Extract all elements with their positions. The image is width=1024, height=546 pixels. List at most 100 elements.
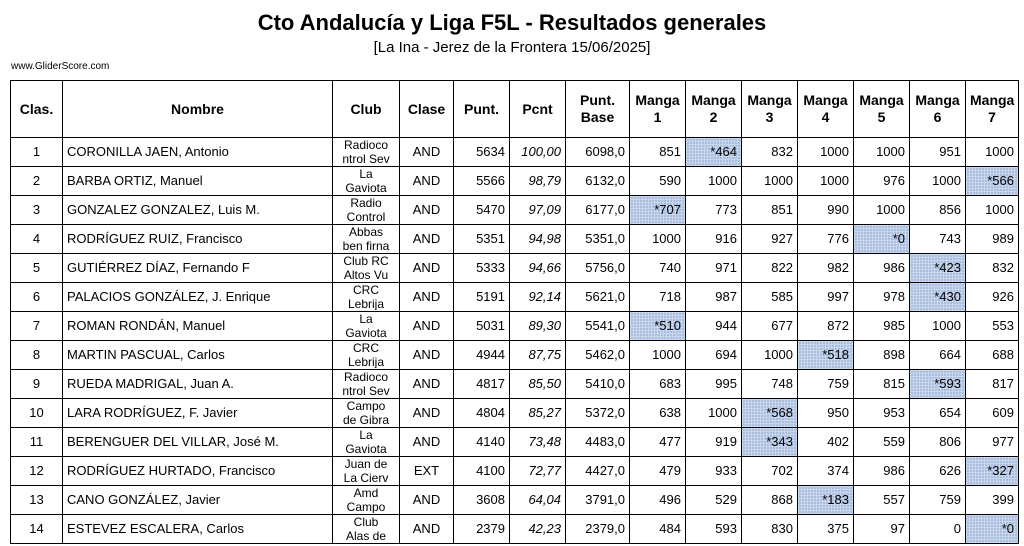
round-score-cell: 832 bbox=[965, 253, 1019, 283]
site-link[interactable]: www.GliderScore.com bbox=[11, 61, 110, 72]
class-cell: AND bbox=[399, 282, 454, 312]
round-score-cell: 399 bbox=[965, 485, 1019, 515]
club-name-line2: Control bbox=[346, 210, 386, 223]
pilot-name-cell: RODRÍGUEZ RUIZ, Francisco bbox=[62, 224, 333, 254]
round-score-cell: 638 bbox=[629, 398, 686, 428]
round-score-cell: 740 bbox=[629, 253, 686, 283]
round-score-cell: 694 bbox=[685, 340, 742, 370]
club-name-line2: Altos Vu bbox=[343, 268, 389, 281]
rank-cell: 2 bbox=[10, 166, 63, 196]
manga-label: Manga bbox=[970, 92, 1015, 108]
class-cell: AND bbox=[399, 253, 454, 283]
club-name-line1: CRC bbox=[353, 284, 379, 297]
round-score-cell: 559 bbox=[853, 427, 910, 457]
rank-cell: 1 bbox=[10, 137, 63, 167]
club-name: La Gaviota bbox=[337, 429, 395, 455]
percent-cell: 100,00 bbox=[509, 137, 566, 167]
col-header-clas: Clas. bbox=[10, 80, 63, 138]
round-score-cell: 951 bbox=[909, 137, 966, 167]
round-score-cell: 986 bbox=[853, 456, 910, 486]
manga-label: Manga bbox=[803, 92, 848, 108]
round-score-cell: 1000 bbox=[965, 137, 1019, 167]
manga-number: 2 bbox=[709, 109, 718, 125]
club-name: CRC Lebrija bbox=[337, 284, 395, 310]
round-score-cell: 654 bbox=[909, 398, 966, 428]
round-score-cell: 743 bbox=[909, 224, 966, 254]
percent-cell: 42,23 bbox=[509, 514, 566, 544]
percent-cell: 85,50 bbox=[509, 369, 566, 399]
club-name-line1: Amd bbox=[353, 487, 379, 500]
club-cell: Club RC Altos Vu bbox=[332, 253, 400, 283]
col-header-clase: Clase bbox=[399, 80, 454, 138]
round-score-cell: 479 bbox=[629, 456, 686, 486]
manga-label: Manga bbox=[691, 92, 736, 108]
club-name-line2: La Cierv bbox=[343, 471, 389, 484]
round-score-cell: 683 bbox=[629, 369, 686, 399]
base-points-cell: 5372,0 bbox=[565, 398, 630, 428]
round-score-cell: 971 bbox=[685, 253, 742, 283]
pilot-name-cell: BARBA ORTIZ, Manuel bbox=[62, 166, 333, 196]
pilot-name-cell: ROMAN RONDÁN, Manuel bbox=[62, 311, 333, 341]
round-score-cell: 851 bbox=[741, 195, 798, 225]
club-name-line1: Radio bbox=[350, 197, 382, 210]
col-header-manga-7: Manga 7 bbox=[965, 80, 1019, 138]
percent-cell: 85,27 bbox=[509, 398, 566, 428]
round-score-cell: 626 bbox=[909, 456, 966, 486]
base-points-cell: 5756,0 bbox=[565, 253, 630, 283]
round-score-cell: 609 bbox=[965, 398, 1019, 428]
round-score-cell: 1000 bbox=[629, 340, 686, 370]
class-cell: AND bbox=[399, 166, 454, 196]
round-score-cell: 926 bbox=[965, 282, 1019, 312]
club-name: Radioco ntrol Sev bbox=[337, 139, 395, 165]
round-score-cell: 477 bbox=[629, 427, 686, 457]
header-row: Clas. Nombre Club Clase Punt. Pcnt Punt.… bbox=[10, 80, 1019, 138]
pilot-name-cell: ESTEVEZ ESCALERA, Carlos bbox=[62, 514, 333, 544]
club-name-line1: Club RC bbox=[343, 255, 389, 268]
punt-base-line1: Punt. bbox=[580, 92, 615, 108]
round-score-cell: 759 bbox=[797, 369, 854, 399]
results-body: 1 CORONILLA JAEN, Antonio Radioco ntrol Sev… bbox=[10, 137, 1019, 544]
round-score-cell: 1000 bbox=[629, 224, 686, 254]
base-points-cell: 5541,0 bbox=[565, 311, 630, 341]
class-cell: AND bbox=[399, 398, 454, 428]
round-score-cell: 851 bbox=[629, 137, 686, 167]
points-cell: 5191 bbox=[453, 282, 510, 312]
discarded-score-cell: *430 bbox=[909, 282, 966, 312]
round-score-cell: 1000 bbox=[853, 195, 910, 225]
pilot-name-cell: CORONILLA JAEN, Antonio bbox=[62, 137, 333, 167]
club-cell: Radio Control bbox=[332, 195, 400, 225]
round-score-cell: 593 bbox=[685, 514, 742, 544]
points-cell: 5333 bbox=[453, 253, 510, 283]
round-score-cell: 1000 bbox=[965, 195, 1019, 225]
round-score-cell: 985 bbox=[853, 311, 910, 341]
round-score-cell: 585 bbox=[741, 282, 798, 312]
round-score-cell: 997 bbox=[797, 282, 854, 312]
club-name-line1: Juan de bbox=[344, 458, 388, 471]
points-cell: 4804 bbox=[453, 398, 510, 428]
round-score-cell: 1000 bbox=[909, 311, 966, 341]
manga-label: Manga bbox=[747, 92, 792, 108]
points-cell: 4817 bbox=[453, 369, 510, 399]
manga-label: Manga bbox=[859, 92, 904, 108]
club-name: CRC Lebrija bbox=[337, 342, 395, 368]
club-name: Club RC Altos Vu bbox=[337, 255, 395, 281]
club-name-line2: Lebrija bbox=[347, 355, 385, 368]
table-row: 11 BERENGUER DEL VILLAR, José M. La Gaviota… bbox=[10, 427, 1019, 457]
round-score-cell: 664 bbox=[909, 340, 966, 370]
class-cell: AND bbox=[399, 369, 454, 399]
club-name-line2: Gaviota bbox=[345, 442, 387, 455]
points-cell: 5031 bbox=[453, 311, 510, 341]
discarded-score-cell: *464 bbox=[685, 137, 742, 167]
round-score-cell: 590 bbox=[629, 166, 686, 196]
club-name-line2: ntrol Sev bbox=[342, 384, 390, 397]
col-header-manga-5: Manga 5 bbox=[853, 80, 910, 138]
round-score-cell: 702 bbox=[741, 456, 798, 486]
round-score-cell: 97 bbox=[853, 514, 910, 544]
percent-cell: 89,30 bbox=[509, 311, 566, 341]
percent-cell: 87,75 bbox=[509, 340, 566, 370]
round-score-cell: 1000 bbox=[741, 166, 798, 196]
round-score-cell: 759 bbox=[909, 485, 966, 515]
club-name: Campo de Gibra bbox=[337, 400, 395, 426]
round-score-cell: 868 bbox=[741, 485, 798, 515]
discarded-score-cell: *0 bbox=[965, 514, 1019, 544]
